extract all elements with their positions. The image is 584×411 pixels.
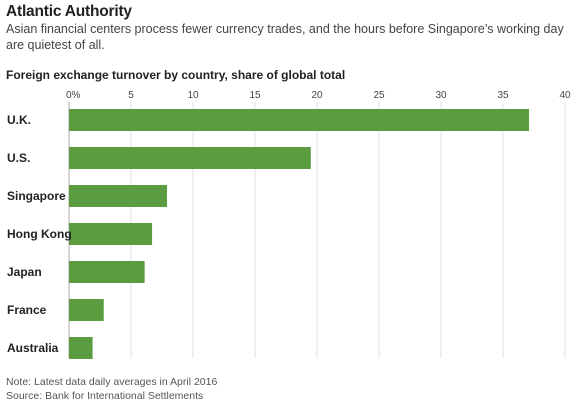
- category-label: Hong Kong: [7, 227, 72, 241]
- chart-subtitle: Asian financial centers process fewer cu…: [6, 22, 564, 52]
- category-label: U.S.: [7, 151, 30, 165]
- x-tick-label: 10: [187, 90, 199, 101]
- x-tick-label: 0%: [66, 90, 81, 101]
- chart-label: Foreign exchange turnover by country, sh…: [6, 68, 346, 82]
- x-tick-label: 15: [249, 90, 261, 101]
- bar: [69, 299, 104, 321]
- x-tick-label: 5: [128, 90, 134, 101]
- x-tick-label: 30: [435, 90, 447, 101]
- category-labels: U.K. U.S. Singapore Hong Kong Japan France Aus…: [7, 113, 72, 355]
- bars: [69, 109, 530, 359]
- bar: [69, 337, 93, 359]
- category-label: Singapore: [7, 189, 66, 203]
- bar: [69, 109, 530, 131]
- x-tick-label: 20: [311, 90, 323, 101]
- bar: [69, 185, 167, 207]
- bar: [69, 147, 311, 169]
- bar: [69, 223, 153, 245]
- x-tick-label: 40: [559, 90, 571, 101]
- chart-note: Note: Latest data daily averages in Apri…: [6, 376, 218, 388]
- x-axis-ticks: 0% 5 10 15 20 25 30 35 40: [66, 90, 571, 101]
- chart-title-main: Atlantic Authority: [6, 3, 132, 20]
- category-label: U.K.: [7, 113, 31, 127]
- category-label: Australia: [7, 341, 59, 355]
- bar: [69, 261, 145, 283]
- category-label: Japan: [7, 265, 42, 279]
- x-tick-label: 35: [497, 90, 509, 101]
- x-tick-label: 25: [373, 90, 385, 101]
- grid-lines: [68, 102, 566, 358]
- chart-source: Source: Bank for International Settlemen…: [6, 390, 204, 402]
- category-label: France: [7, 303, 47, 317]
